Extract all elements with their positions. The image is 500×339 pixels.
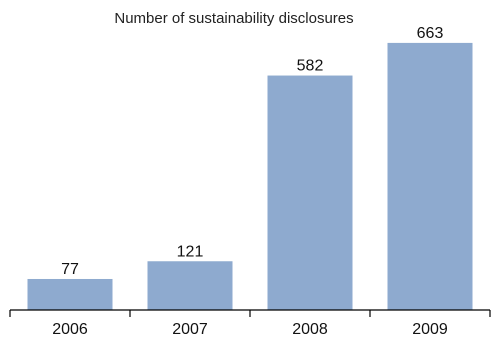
data-labels-group: 77 121 582 663 xyxy=(61,25,443,278)
x-tick-label-2006: 2006 xyxy=(52,321,88,338)
data-label-2007: 121 xyxy=(177,243,204,260)
bar-2007 xyxy=(147,261,233,310)
bar-2008 xyxy=(267,75,353,310)
bars-group xyxy=(27,42,473,311)
x-tick-labels-group: 2006 2007 2008 2009 xyxy=(52,321,448,338)
data-label-2008: 582 xyxy=(297,58,324,75)
x-ticks-group xyxy=(9,310,491,317)
bar-2009 xyxy=(387,42,473,311)
x-tick-label-2008: 2008 xyxy=(292,321,328,338)
chart-title: Number of sustainability disclosures xyxy=(114,10,353,27)
bar-2006 xyxy=(27,278,113,310)
data-label-2006: 77 xyxy=(61,261,79,278)
x-tick-label-2007: 2007 xyxy=(172,321,208,338)
x-tick-label-2009: 2009 xyxy=(412,321,448,338)
data-label-2009: 663 xyxy=(417,25,444,42)
